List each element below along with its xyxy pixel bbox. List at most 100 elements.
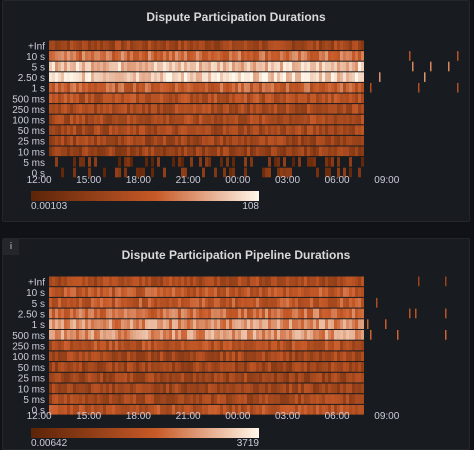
x-tick-label: 03:00 (275, 175, 300, 186)
heatmap-cell (349, 157, 352, 167)
heatmap-cell (346, 82, 349, 93)
heatmap-cell (154, 72, 157, 82)
heatmap-cell (172, 394, 175, 404)
heatmap-cell (298, 372, 301, 383)
heatmap-cell (361, 362, 364, 372)
heatmap-cell (247, 72, 250, 82)
heatmap-cell (133, 61, 136, 72)
heatmap-cell (331, 372, 334, 383)
heatmap-cell (52, 340, 55, 351)
heatmap-cell (265, 104, 268, 114)
heatmap-cell (313, 104, 316, 114)
heatmap-cell (280, 93, 283, 104)
heatmap-cell (55, 146, 58, 157)
heatmap-cell (298, 297, 301, 308)
panel-title[interactable]: Dispute Participation Pipeline Durations (121, 248, 351, 262)
heatmap-cell (139, 362, 142, 372)
heatmap-cell (184, 383, 187, 394)
heatmap-cell (103, 114, 106, 125)
heatmap-cell (244, 72, 247, 82)
heatmap-cell (139, 319, 142, 329)
heatmap-cell (271, 93, 274, 104)
heatmap-cell (136, 167, 139, 178)
heatmap-cell (139, 135, 142, 146)
heatmap-cell (355, 40, 358, 51)
heatmap-cell (292, 372, 295, 383)
heatmap-cell (103, 125, 106, 135)
panel-dispute-participation-pipeline-durations[interactable]: i Dispute Participation Pipeline Duratio… (2, 238, 470, 450)
heatmap-cell (223, 72, 226, 82)
heatmap-cell (73, 319, 76, 329)
color-scale-legend (31, 428, 259, 438)
heatmap-cell (178, 276, 181, 287)
heatmap-cell (277, 383, 280, 394)
panel-dispute-participation-durations[interactable]: Dispute Participation Durations +Inf 10 s… (2, 0, 470, 222)
heatmap-cell (334, 40, 337, 51)
heatmap-cell (103, 308, 106, 319)
heatmap-cell (55, 125, 58, 135)
heatmap-cell (133, 383, 136, 394)
heatmap-cell (340, 104, 343, 114)
heatmap-cell (121, 51, 124, 61)
heatmap-cell (277, 104, 280, 114)
heatmap-cell (160, 297, 163, 308)
heatmap-cell (319, 104, 322, 114)
heatmap-cell (256, 135, 259, 146)
heatmap-cell (76, 404, 79, 415)
heatmap-cell (286, 297, 289, 308)
heatmap-cell (337, 40, 340, 51)
heatmap-cell (85, 351, 88, 362)
heatmap-cell (331, 319, 334, 329)
heatmap-cell (343, 93, 346, 104)
panel-title[interactable]: Dispute Participation Durations (146, 10, 326, 24)
heatmap-cell (301, 82, 304, 93)
heatmap-cell (82, 308, 85, 319)
heatmap-cell (142, 394, 145, 404)
heatmap-cell (253, 276, 256, 287)
heatmap-cell (310, 297, 313, 308)
heatmap-cell (124, 362, 127, 372)
heatmap-cell (118, 340, 121, 351)
heatmap-cell (166, 82, 169, 93)
heatmap-cell (271, 372, 274, 383)
heatmap-cell (211, 404, 214, 415)
heatmap-cell (358, 351, 361, 362)
heatmap-cell (145, 330, 148, 340)
heatmap-cell (328, 287, 331, 297)
heatmap-cell (157, 319, 160, 329)
heatmap-cell (55, 157, 58, 167)
heatmap-cell (82, 40, 85, 51)
heatmap-cell (274, 125, 277, 135)
heatmap-cell (112, 125, 115, 135)
heatmap-cell (94, 157, 97, 167)
heatmap-cell (358, 40, 361, 51)
heatmap-cell (298, 125, 301, 135)
heatmap-cell (91, 93, 94, 104)
heatmap-cell (58, 135, 61, 146)
heatmap-cell (349, 93, 352, 104)
heatmap-cell (130, 287, 133, 297)
heatmap-cell (208, 157, 211, 167)
heatmap-cell (307, 404, 310, 415)
heatmap-cell (286, 125, 289, 135)
info-icon[interactable]: i (3, 239, 19, 255)
heatmap-cell (145, 114, 148, 125)
heatmap-cell (325, 404, 328, 415)
heatmap-cell (322, 82, 325, 93)
heatmap-cell (157, 61, 160, 72)
heatmap-cell (187, 287, 190, 297)
heatmap-cell (295, 340, 298, 351)
heatmap-cell (115, 404, 118, 415)
heatmap-cell (289, 51, 292, 61)
heatmap-cell (319, 394, 322, 404)
heatmap-cell (220, 276, 223, 287)
heatmap-cell (220, 362, 223, 372)
heatmap-cell (343, 372, 346, 383)
heatmap-cell (298, 146, 301, 157)
heatmap-cell (310, 72, 313, 82)
heatmap-cell (154, 351, 157, 362)
heatmap-cell (220, 383, 223, 394)
heatmap-cells (49, 40, 459, 178)
